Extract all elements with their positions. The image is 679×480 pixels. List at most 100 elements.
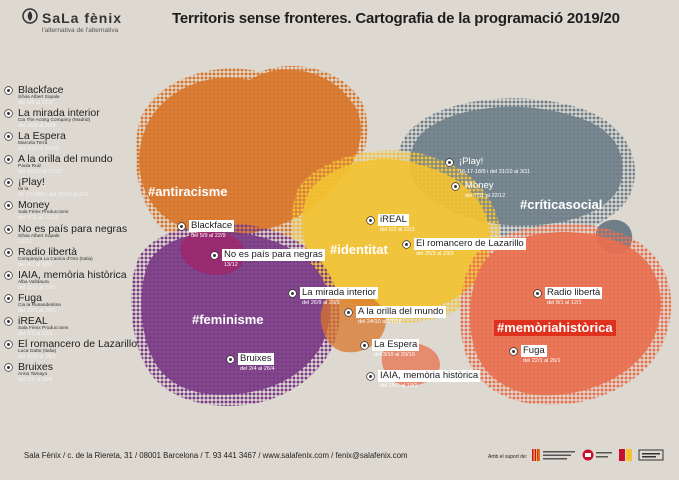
legend-dates: del 5/9 al 22/9	[18, 100, 53, 106]
location-pin-icon	[4, 86, 13, 95]
legend-dates: 16-17-18/9 i del 31/10 al 3/11	[18, 192, 90, 199]
legend-company: Sala Fènix Produccions	[18, 325, 69, 331]
legend-item: Blackface Sílvia Albert Sopale del 5/9 al …	[4, 84, 154, 107]
legend-company: Iai Ia	[18, 187, 29, 193]
marker-label: ¡Play!	[459, 156, 484, 167]
legend-dates: del 6/2 al 22/3	[18, 330, 53, 337]
legend-company: Sílvia Albert Sopale	[18, 233, 60, 239]
marker-dates: del 2/4 al 26/4	[240, 366, 275, 372]
legend-item: La mirada interior Cia The Acting Company…	[4, 107, 154, 130]
marker-dates: del 22/1 al 26/1	[523, 358, 561, 364]
legend-dates: del 8/1 al 12/1	[18, 261, 53, 268]
marker-dates: 16-17-18/9 i del 31/10 al 3/11	[459, 169, 531, 175]
location-pin-icon	[4, 363, 13, 372]
legend-item: Fuga Cia la Rusandestina del 22/1 al 26/1	[4, 292, 154, 315]
legend-dates: del 15/1 al 19/1	[18, 284, 56, 291]
marker-dates: del 25/3 al 29/3	[416, 251, 454, 257]
tag-criticasocial: #críticasocial	[520, 197, 603, 212]
location-pin-icon	[4, 132, 13, 141]
legend-title: No es país para negras	[18, 222, 128, 235]
tag-antiracisme: #antiracisme	[148, 184, 228, 199]
legend-dates: del 7/11 al 22/12	[18, 215, 59, 222]
barcelona-logo-icon	[582, 449, 612, 461]
legend-title: Blackface	[18, 84, 64, 96]
legend-dates: del 22/1 al 26/1	[18, 307, 56, 314]
legend-dates: del 3/10 al 20/10	[18, 146, 59, 153]
location-pin-icon	[445, 158, 454, 167]
marker-label: La Espera	[372, 339, 420, 351]
legend-company: Alba Valldaura	[18, 279, 49, 285]
legend-company: Companyia La Canica d'Oro (Italia)	[18, 256, 93, 262]
legend-title: IAIA, memòria històrica	[18, 268, 127, 281]
marker-dates: del 7/11 al 22/12	[465, 193, 506, 199]
legend-title: El romancero de Lazarillo	[18, 338, 138, 351]
legend-item: iREAL Sala Fènix Produccions del 6/2 al 22…	[4, 315, 154, 338]
logo-name: SaLa fènix	[42, 10, 123, 26]
legend-dates: del 26/9 al 29/9	[18, 123, 56, 130]
location-pin-icon	[366, 216, 375, 225]
legend-company: Sala Fènix Produccions	[18, 210, 69, 216]
legend-item: No es país para negras Sílvia Albert Sopa…	[4, 223, 154, 246]
marker-label: No es país para negras	[222, 249, 325, 261]
legend-item: ¡Play! Iai Ia 16-17-18/9 i del 31/10 al 3/…	[4, 176, 154, 199]
location-pin-icon	[4, 340, 13, 349]
legend-item: Radio libertà Companyia La Canica d'Oro (…	[4, 246, 154, 269]
fenix-logo-icon	[22, 8, 38, 24]
marker-dates: del 8/1 al 12/1	[547, 300, 582, 306]
legend-title: Bruixes	[18, 361, 54, 374]
legend-company: Marcela Terra	[18, 141, 48, 147]
marker-dates: del 6/2 al 22/3	[380, 227, 415, 233]
legend-company: Cia The Acting Company (Madrid)	[18, 118, 91, 124]
location-pin-icon	[4, 271, 13, 280]
marker-label: Radio libertà	[545, 287, 603, 299]
marker-label: A la orilla del mundo	[356, 306, 446, 318]
legend-dates: 13/12	[18, 238, 32, 245]
tag-memoriahistorica: #memòriahistòrica	[494, 320, 616, 336]
marker-dates: del 5/9 al 22/9	[191, 233, 226, 239]
legend-item: Money Sala Fènix Produccions del 7/11 al 2…	[4, 199, 154, 222]
legend-item: Bruixes Anna Tamayo del 2/4 al 26/4	[4, 361, 154, 384]
legend-title: Money	[18, 199, 50, 212]
location-pin-icon	[210, 251, 219, 260]
marker-dates: del 15/1 al 19/1	[380, 383, 418, 389]
legend-item: El romancero de Lazarillo Luca Gatto (Ita…	[4, 338, 154, 361]
legend-title: ¡Play!	[18, 176, 45, 189]
location-pin-icon	[509, 347, 518, 356]
legend-company: Anna Tamayo	[18, 372, 48, 378]
legend-title: La mirada interior	[18, 107, 100, 120]
location-pin-icon	[177, 222, 186, 231]
marker-label: La mirada interior	[300, 287, 378, 299]
legend-title: iREAL	[18, 314, 48, 327]
generalitat-logo-icon	[532, 449, 575, 461]
location-pin-icon	[366, 372, 375, 381]
legend-company: Luca Gatto (Italia)	[18, 349, 57, 355]
legend-company: Paula Ruiz	[18, 164, 42, 170]
legend-item: La Espera Marcela Terra del 3/10 al 20/10	[4, 130, 154, 153]
legend-title: La Espera	[18, 130, 66, 143]
location-pin-icon	[533, 289, 542, 298]
legend-title: Fuga	[18, 291, 42, 304]
marker-label: IAIA, memòria històrica	[378, 370, 481, 382]
legend-dates: del 24/10 al 27/10	[18, 169, 62, 176]
ajuntament-logo-icon	[619, 449, 632, 461]
marker-dates: 13/12	[224, 262, 238, 268]
logo-tagline: l'alternativa de l'alternativa	[42, 27, 119, 34]
location-pin-icon	[4, 178, 13, 188]
sponsor-logo-icon	[638, 449, 664, 461]
marker-label: El romancero de Lazarillo	[414, 238, 526, 250]
legend-company: Cia la Rusandestina	[18, 302, 61, 308]
page-title: Territoris sense fronteres. Cartografia …	[172, 10, 620, 27]
location-pin-icon	[402, 240, 411, 249]
legend-title: A la orilla del mundo	[18, 153, 113, 166]
location-pin-icon	[360, 341, 369, 350]
legend: Blackface Sílvia Albert Sopale del 5/9 al …	[4, 84, 154, 384]
marker-dates: del 3/10 al 20/10	[374, 352, 415, 358]
location-pin-icon	[4, 224, 13, 234]
location-pin-icon	[4, 317, 13, 326]
footer-contact: Sala Fènix / c. de la Riereta, 31 / 0800…	[24, 451, 408, 460]
legend-item: A la orilla del mundo Paula Ruiz del 24/10…	[4, 153, 154, 176]
legend-title: Radio libertà	[18, 245, 77, 258]
marker-label: Blackface	[189, 220, 235, 232]
location-pin-icon	[4, 247, 13, 257]
location-pin-icon	[4, 294, 13, 303]
